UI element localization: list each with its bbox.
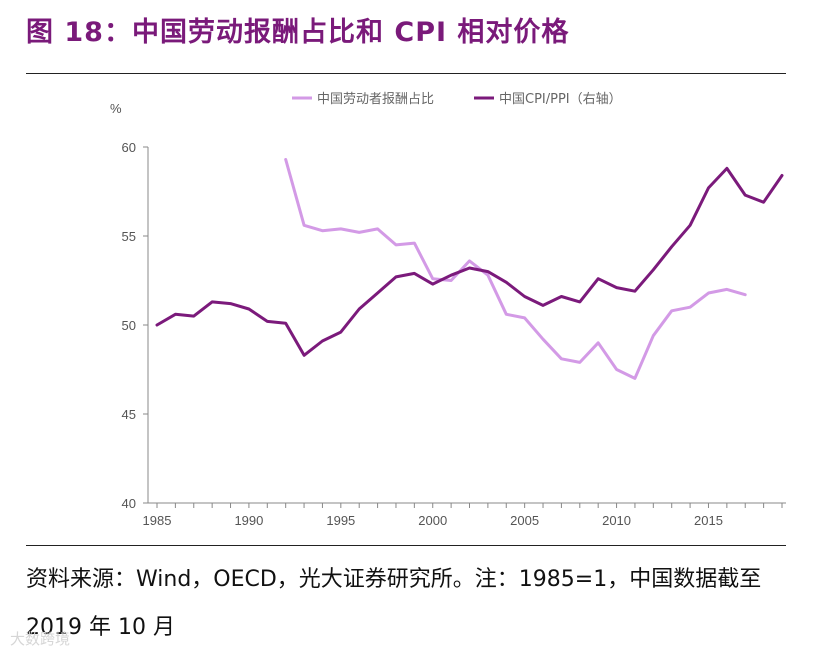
cpi-ppi-line [155, 166, 784, 357]
line-chart: 中国劳动者报酬占比 中国CPI/PPI（右轴） % 40 45 50 55 60 1985… [110, 91, 786, 528]
y-tick-label: 60 [122, 140, 136, 155]
watermark: 大数跨境 [10, 630, 71, 648]
x-tick-label: 2015 [694, 513, 723, 528]
x-tick-label: 1995 [326, 513, 355, 528]
figure-title: 图 18：中国劳动报酬占比和 CPI 相对价格 [26, 17, 570, 48]
chart-legend: 中国劳动者报酬占比 中国CPI/PPI（右轴） [292, 91, 622, 107]
y-tick-label: 40 [122, 496, 136, 511]
y-axis-unit-label: % [110, 101, 122, 116]
y-tick-label: 55 [122, 229, 136, 244]
legend-label-cpi-ppi: 中国CPI/PPI（右轴） [499, 92, 622, 107]
bottom-rule [26, 545, 786, 546]
y-tick-label: 45 [122, 407, 136, 422]
source-note: 资料来源：Wind，OECD，光大证券研究所。注：1985=1，中国数据截至 2… [26, 567, 762, 640]
x-tick-label: 1990 [234, 513, 263, 528]
chart-axes [147, 147, 786, 504]
labor-share-line [284, 158, 747, 380]
x-tick-label: 2005 [510, 513, 539, 528]
x-tick-label: 2000 [418, 513, 447, 528]
chart-ticks: 40 45 50 55 60 1985 1990 1995 2000 2005 2010 2015 [122, 140, 783, 528]
legend-label-labor-share: 中国劳动者报酬占比 [317, 91, 434, 107]
y-tick-label: 50 [122, 318, 136, 333]
x-tick-label: 1985 [143, 513, 172, 528]
x-tick-label: 2010 [602, 513, 631, 528]
chart-series [155, 158, 784, 380]
top-rule [26, 73, 786, 74]
